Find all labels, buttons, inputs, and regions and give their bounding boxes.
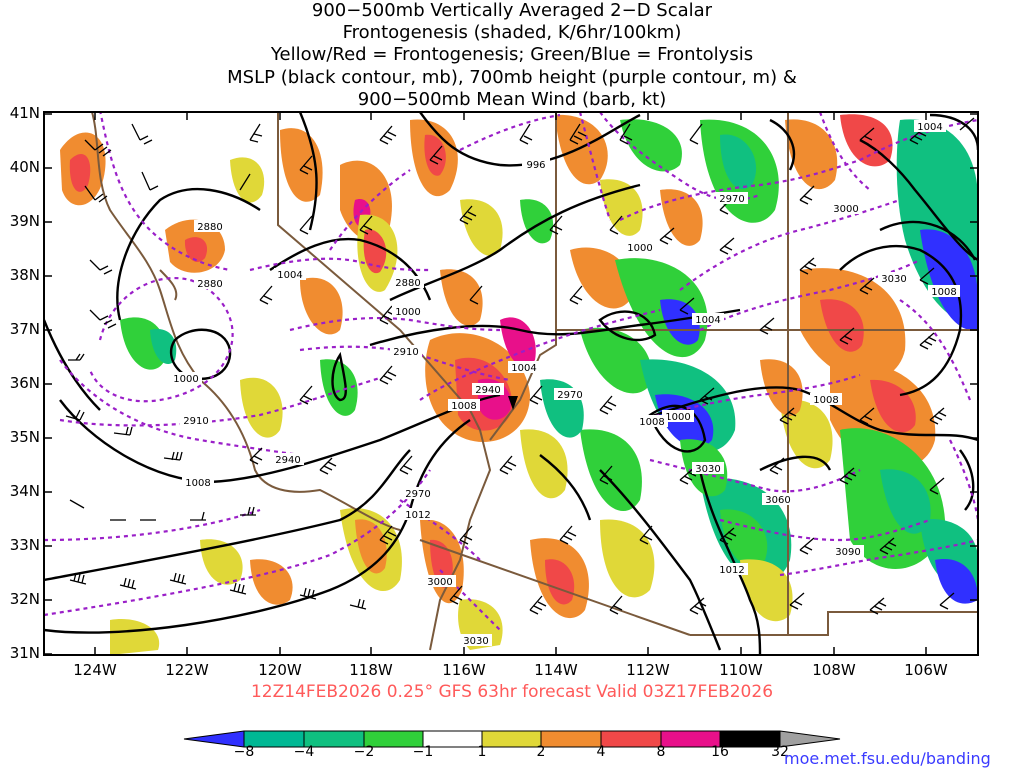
height-label: 2910 <box>393 347 418 358</box>
colorbar-label: −2 <box>353 744 375 760</box>
valid-time: 12Z14FEB2026 0.25° GFS 63hr forecast Val… <box>250 682 774 702</box>
lat-label: 40N <box>9 158 40 176</box>
height-label: 2940 <box>475 385 500 396</box>
wind-barbs <box>65 117 975 615</box>
mslp-label: 1000 <box>627 243 652 254</box>
height-label: 2940 <box>275 455 300 466</box>
height-labels: 2880 2880 2880 2910 2910 2940 2940 2970 … <box>180 192 910 647</box>
height-label: 2910 <box>183 416 208 427</box>
mslp-label: 1004 <box>277 270 302 281</box>
mslp-label: 1012 <box>719 565 744 576</box>
lon-label: 122W <box>165 661 209 679</box>
lat-label: 33N <box>9 536 40 554</box>
height-label: 3000 <box>427 577 452 588</box>
title-line-3: Yellow/Red = Frontogenesis; Green/Blue =… <box>270 44 754 65</box>
colorbar-low-arrow <box>184 731 244 747</box>
height-label: 2880 <box>395 278 420 289</box>
lat-label: 31N <box>9 644 40 662</box>
colorbar-label: 16 <box>711 744 729 760</box>
lon-label: 108W <box>812 661 856 679</box>
mslp-label: 1008 <box>931 287 956 298</box>
colorbar-label: 4 <box>596 744 606 760</box>
title-line-1: 900−500mb Vertically Averaged 2−D Scalar <box>311 0 713 21</box>
height-label: 2880 <box>197 279 222 290</box>
mslp-label: 1008 <box>185 478 210 489</box>
lon-label: 118W <box>349 661 393 679</box>
credit-link[interactable]: moe.met.fsu.edu/banding <box>784 749 991 768</box>
mslp-label: 1008 <box>813 395 838 406</box>
colorbar-label: 32 <box>771 744 789 760</box>
height-label: 3060 <box>765 495 790 506</box>
lon-label: 110W <box>719 661 763 679</box>
lat-label: 38N <box>9 266 40 284</box>
mslp-label: 1004 <box>695 315 720 326</box>
lat-label: 32N <box>9 590 40 608</box>
mslp-label: 1008 <box>451 401 476 412</box>
colorbar-high-arrow <box>780 731 840 747</box>
colorbar-label: 8 <box>656 744 666 760</box>
mslp-label: 1000 <box>395 307 420 318</box>
lon-label: 120W <box>258 661 302 679</box>
mslp-label: 1000 <box>665 412 690 423</box>
axis-ticks <box>44 112 978 655</box>
lon-label: 124W <box>73 661 117 679</box>
height-label: 2970 <box>405 489 430 500</box>
lon-label: 114W <box>534 661 578 679</box>
location-marker-icon <box>508 396 518 410</box>
title-line-2: Frontogenesis (shaded, K/6hr/100km) <box>342 22 682 43</box>
height-label: 2970 <box>719 194 744 205</box>
height-label: 3090 <box>835 547 860 558</box>
height-contours <box>44 112 978 631</box>
height-label: 3030 <box>695 464 720 475</box>
mslp-label: 1004 <box>917 122 942 133</box>
height-label: 2880 <box>197 222 222 233</box>
mslp-label: 1004 <box>511 363 536 374</box>
lon-label: 106W <box>904 661 948 679</box>
map-fields: 996 1000 1000 1000 1000 1004 1004 1004 1… <box>44 112 978 655</box>
lat-label: 39N <box>9 212 40 230</box>
title-line-5: 900−500mb Mean Wind (barb, kt) <box>357 89 667 110</box>
height-label: 3000 <box>833 204 858 215</box>
colorbar-label: 2 <box>536 744 546 760</box>
mslp-label: 1000 <box>173 374 198 385</box>
mslp-labels: 996 1000 1000 1000 1000 1004 1004 1004 1… <box>170 120 960 576</box>
mslp-label: 996 <box>526 160 545 171</box>
mslp-label: 1008 <box>639 417 664 428</box>
colorbar-label: −1 <box>412 744 434 760</box>
lat-label: 41N <box>9 104 40 122</box>
lat-label: 34N <box>9 482 40 500</box>
colorbar-label: −8 <box>233 744 255 760</box>
lon-label: 112W <box>626 661 670 679</box>
title-line-4: MSLP (black contour, mb), 700mb height (… <box>227 67 797 88</box>
lat-label: 37N <box>9 320 40 338</box>
colorbar <box>183 730 841 748</box>
lat-label: 36N <box>9 374 40 392</box>
height-label: 3030 <box>881 274 906 285</box>
colorbar-label: −4 <box>293 744 315 760</box>
mslp-label: 1012 <box>405 510 430 521</box>
colorbar-label: 1 <box>477 744 487 760</box>
height-label: 3030 <box>463 636 488 647</box>
lon-label: 116W <box>442 661 486 679</box>
lat-label: 35N <box>9 428 40 446</box>
height-label: 2970 <box>557 390 582 401</box>
